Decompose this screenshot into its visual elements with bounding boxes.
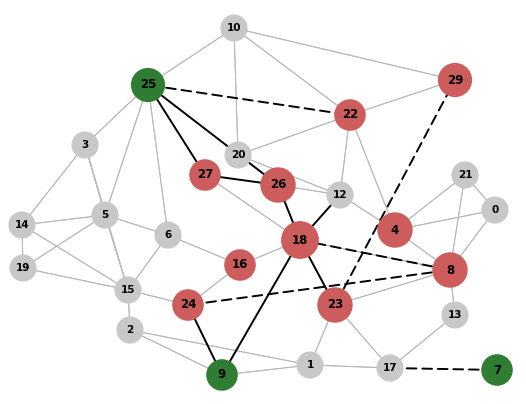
Text: 9: 9 — [218, 368, 226, 381]
Circle shape — [9, 212, 35, 238]
Circle shape — [482, 355, 512, 385]
Circle shape — [439, 63, 471, 97]
Text: 20: 20 — [231, 150, 245, 160]
Circle shape — [377, 355, 403, 381]
Text: 4: 4 — [391, 223, 399, 236]
Circle shape — [282, 222, 318, 258]
Text: 27: 27 — [197, 168, 213, 181]
Text: 17: 17 — [383, 363, 397, 373]
Text: 18: 18 — [292, 234, 308, 246]
Text: 6: 6 — [164, 230, 171, 240]
Text: 29: 29 — [447, 74, 463, 86]
Text: 19: 19 — [16, 263, 30, 273]
Circle shape — [297, 352, 323, 378]
Circle shape — [225, 250, 255, 280]
Circle shape — [115, 277, 141, 303]
Text: 2: 2 — [126, 325, 134, 335]
Text: 0: 0 — [491, 205, 499, 215]
Circle shape — [318, 288, 352, 322]
Circle shape — [327, 182, 353, 208]
Text: 22: 22 — [342, 109, 358, 122]
Circle shape — [10, 255, 36, 281]
Circle shape — [378, 213, 412, 247]
Text: 23: 23 — [327, 299, 343, 311]
Circle shape — [482, 197, 508, 223]
Circle shape — [207, 360, 237, 390]
Circle shape — [261, 168, 295, 202]
Text: 10: 10 — [227, 23, 241, 33]
Text: 13: 13 — [448, 310, 462, 320]
Text: 21: 21 — [458, 170, 472, 180]
Text: 7: 7 — [493, 364, 501, 377]
Circle shape — [452, 162, 478, 188]
Circle shape — [72, 132, 98, 158]
Text: 16: 16 — [232, 259, 248, 271]
Text: 1: 1 — [306, 360, 313, 370]
Text: 8: 8 — [446, 263, 454, 276]
Text: 14: 14 — [15, 220, 29, 230]
Circle shape — [132, 69, 165, 101]
Text: 5: 5 — [102, 210, 109, 220]
Circle shape — [155, 222, 181, 248]
Circle shape — [433, 253, 467, 287]
Circle shape — [221, 15, 247, 41]
Text: 3: 3 — [82, 140, 88, 150]
Circle shape — [92, 202, 118, 228]
Text: 24: 24 — [180, 299, 196, 311]
Circle shape — [190, 160, 220, 190]
Circle shape — [335, 100, 365, 130]
Text: 12: 12 — [333, 190, 347, 200]
Circle shape — [173, 290, 203, 320]
Text: 15: 15 — [121, 285, 135, 295]
Text: 26: 26 — [270, 179, 286, 191]
Circle shape — [225, 142, 251, 168]
Circle shape — [442, 302, 468, 328]
Circle shape — [117, 317, 143, 343]
Text: 25: 25 — [140, 78, 156, 91]
